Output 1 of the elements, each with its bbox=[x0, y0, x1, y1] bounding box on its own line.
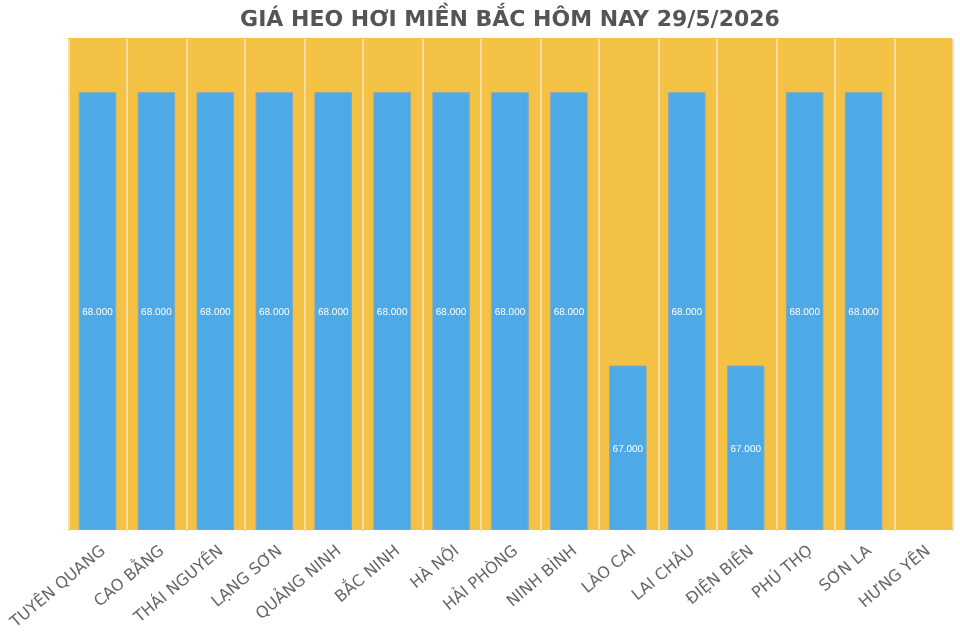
chart-title: GIÁ HEO HƠI MIỀN BẮC HÔM NAY 29/5/2026 bbox=[240, 2, 781, 32]
